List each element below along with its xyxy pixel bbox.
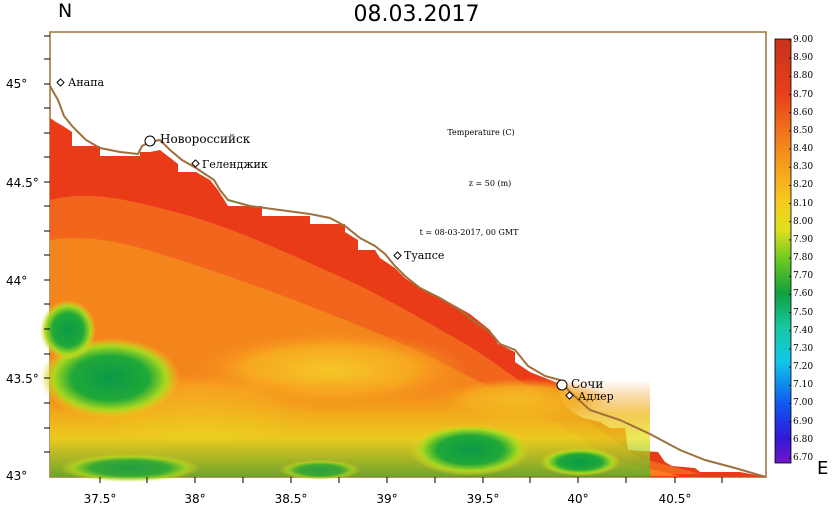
colorbar-label: 7.10 <box>793 380 814 391</box>
colorbar-label: 6.70 <box>793 453 814 463</box>
depth-annotation: z = 50 (m) <box>469 179 512 188</box>
colorbar <box>774 38 792 464</box>
city-marker-sochi <box>556 379 568 391</box>
colorbar-label: 7.00 <box>793 398 814 409</box>
colorbar-label: 7.20 <box>793 362 814 373</box>
city-marker-anapa <box>56 78 65 87</box>
colorbar-label: 7.70 <box>793 271 814 282</box>
city-label: Сочи <box>571 377 603 391</box>
lat-tick-label: 43° <box>6 469 28 483</box>
colorbar-label: 8.10 <box>793 198 814 209</box>
lat-tick-label: 44.5° <box>6 176 39 190</box>
city-label: Новороссийск <box>160 132 251 146</box>
colorbar-label: 8.40 <box>793 144 814 155</box>
colorbar-label: 8.80 <box>793 71 814 82</box>
lon-tick-label: 37.5° <box>83 492 117 506</box>
variable-annotation: Temperature (C) <box>447 128 514 137</box>
colorbar-label: 9.00 <box>793 35 814 45</box>
map-title: 08.03.2017 <box>353 2 480 27</box>
city-marker-novorossiysk <box>144 135 156 147</box>
city-marker-gelendzhik <box>191 159 200 168</box>
colorbar-label: 8.20 <box>793 180 814 191</box>
lat-tick-label: 44° <box>6 274 28 288</box>
lon-tick-label: 40° <box>567 492 589 506</box>
colorbar-label: 7.80 <box>793 253 814 264</box>
colorbar-label: 7.50 <box>793 307 814 318</box>
sea-temperature-field <box>40 118 766 482</box>
colorbar-label: 6.90 <box>793 416 814 427</box>
colorbar-label: 8.60 <box>793 107 814 118</box>
lon-tick-label: 38.5° <box>274 492 308 506</box>
north-axis-label: N <box>58 0 73 22</box>
lon-tick-label: 40.5° <box>658 492 692 506</box>
city-label: Геленджик <box>202 158 268 171</box>
lon-tick-label: 39° <box>376 492 398 506</box>
city-marker-tuapse <box>393 251 402 260</box>
east-axis-label: E <box>817 458 829 479</box>
city-marker-adler <box>565 391 574 400</box>
colorbar-label: 7.60 <box>793 289 814 300</box>
colorbar-label: 7.30 <box>793 343 814 354</box>
lon-tick-label: 39.5° <box>466 492 500 506</box>
colorbar-label: 8.30 <box>793 162 814 173</box>
colorbar-ticks <box>789 39 791 459</box>
time-annotation: t = 08-03-2017, 00 GMT <box>420 228 520 237</box>
lon-tick-label: 38° <box>184 492 206 506</box>
axis-ticks <box>44 35 723 483</box>
colorbar-label: 8.50 <box>793 125 814 136</box>
colorbar-label: 8.70 <box>793 89 814 100</box>
city-label: Адлер <box>578 390 614 403</box>
city-label: Анапа <box>68 76 105 89</box>
colorbar-label: 8.90 <box>793 53 814 64</box>
colorbar-label: 6.80 <box>793 434 814 445</box>
lat-tick-label: 45° <box>6 77 28 91</box>
city-label: Туапсе <box>404 249 444 262</box>
lat-tick-label: 43.5° <box>6 372 39 386</box>
colorbar-label: 7.90 <box>793 234 814 245</box>
colorbar-label: 8.00 <box>793 216 814 227</box>
colorbar-label: 7.40 <box>793 325 814 336</box>
